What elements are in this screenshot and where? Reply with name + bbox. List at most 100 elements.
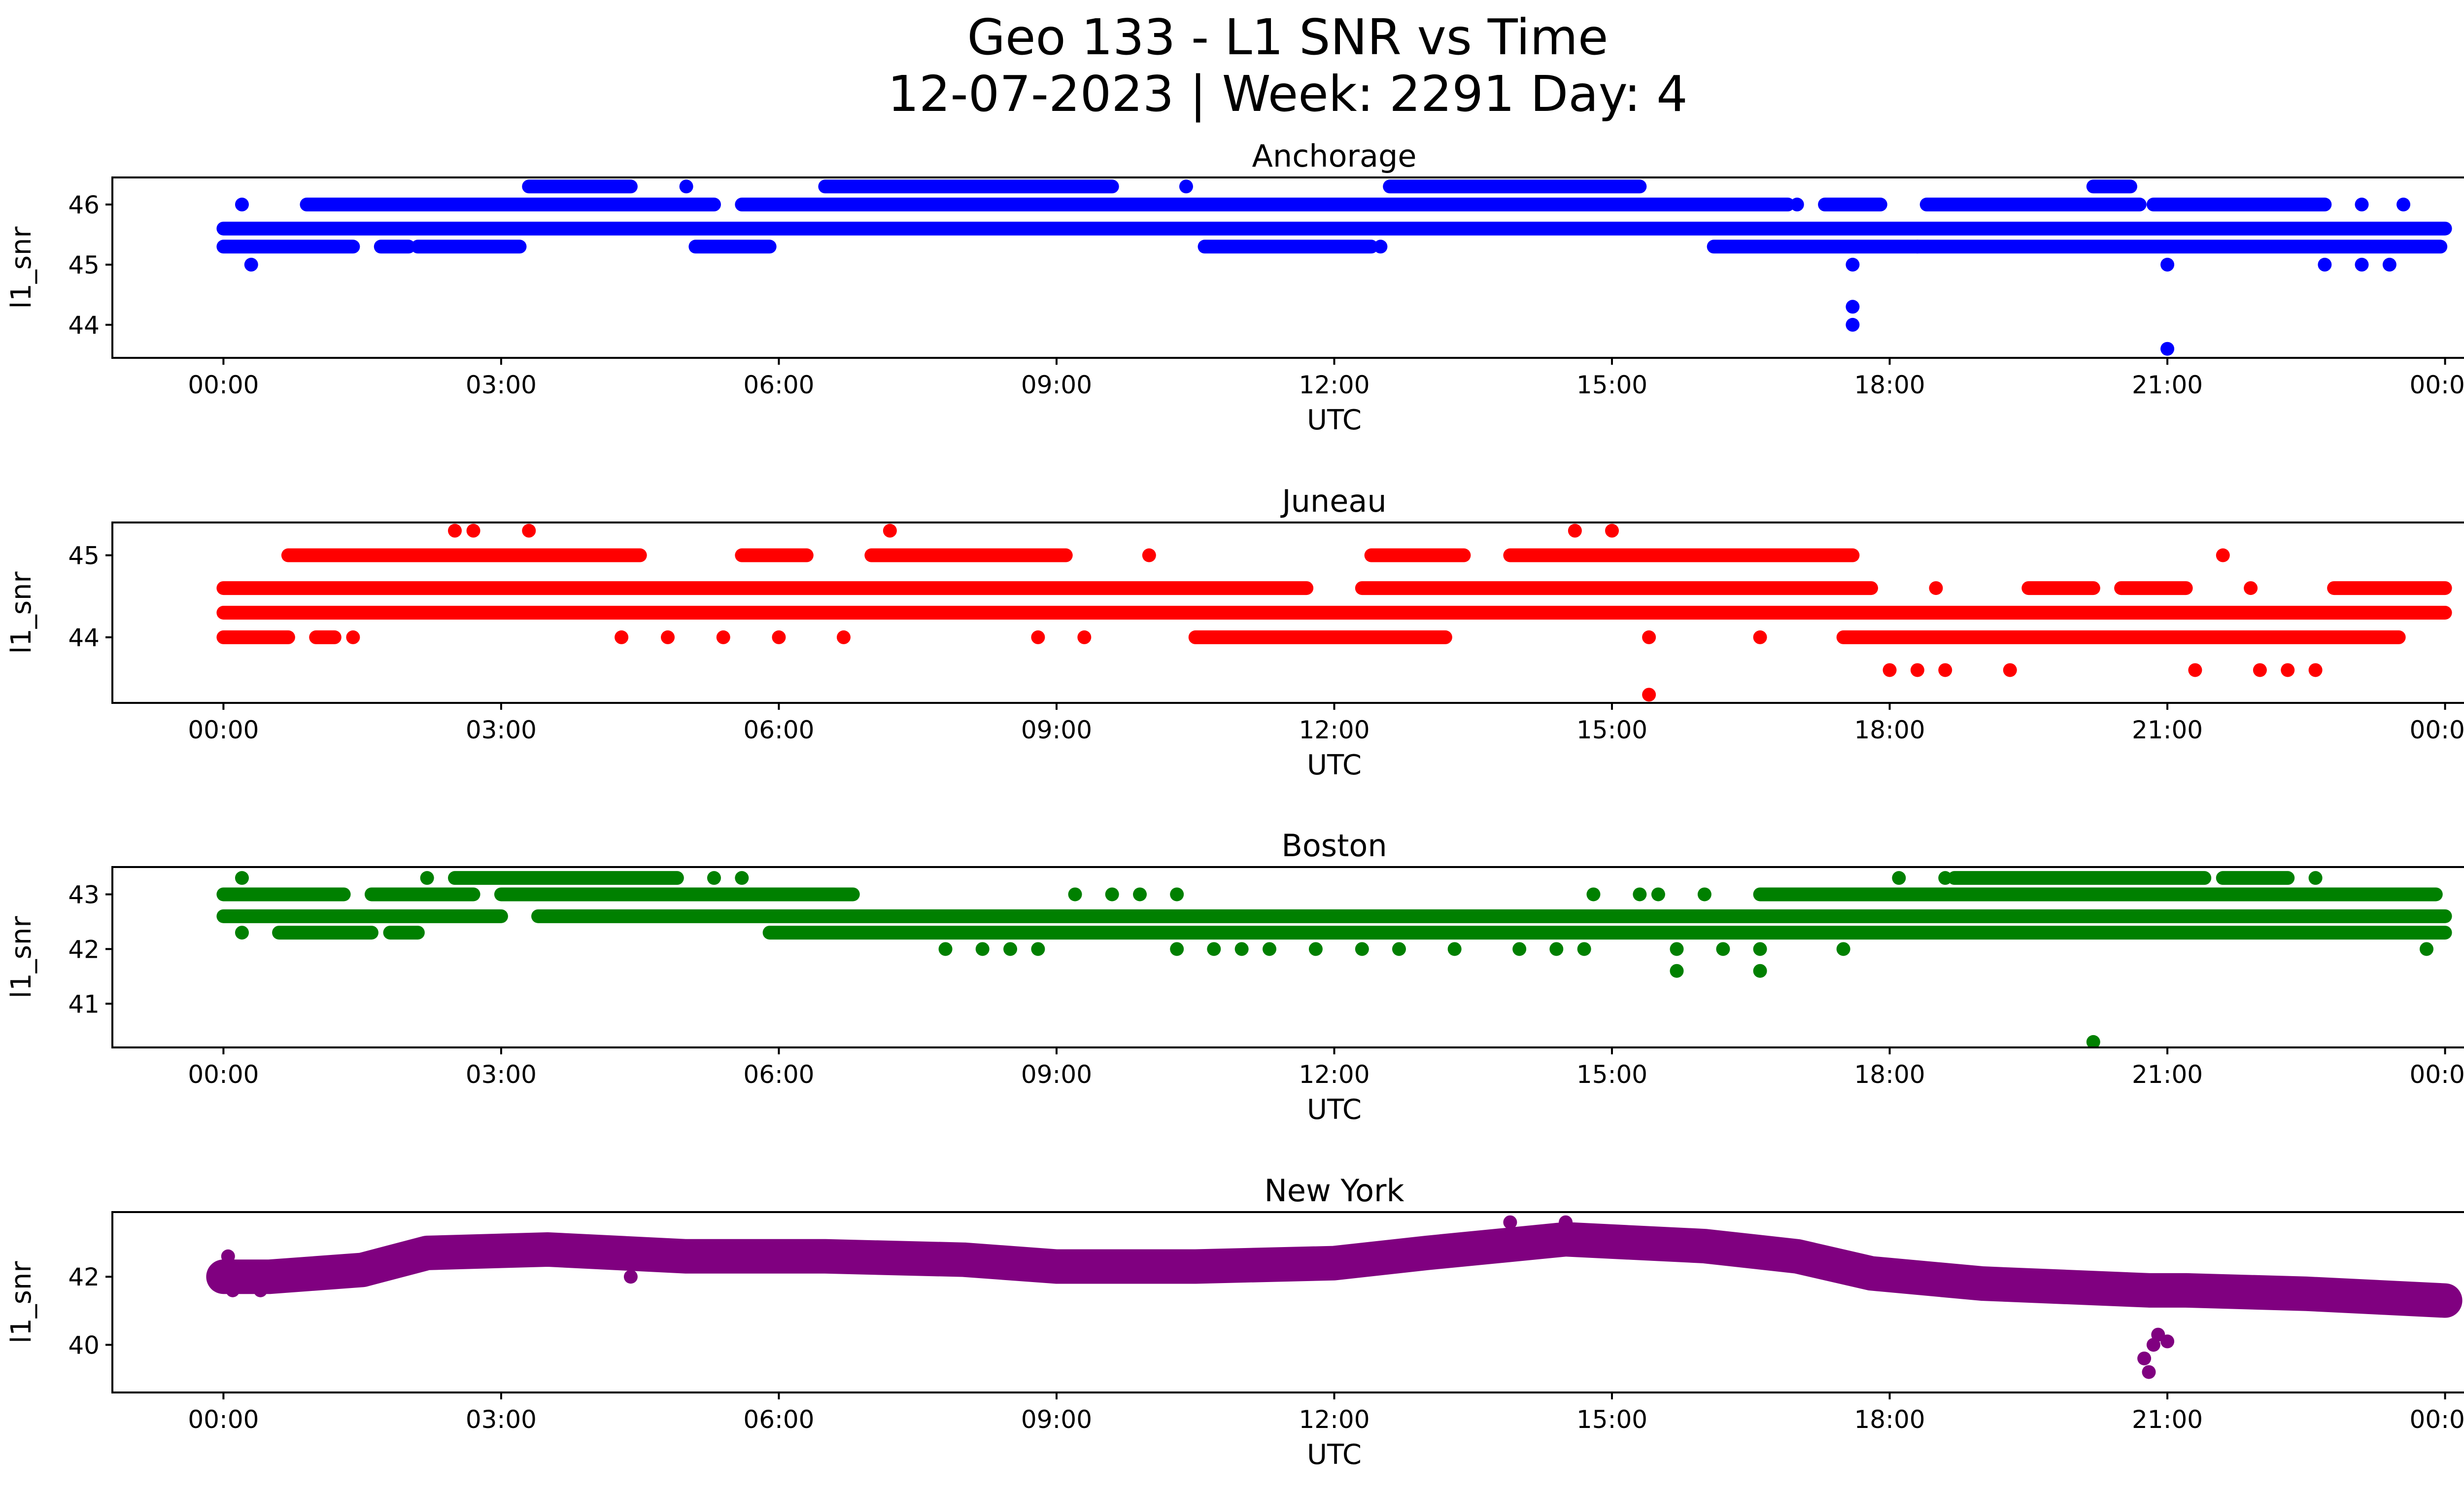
panel-2: Boston 00:00 03:00 06:00 09:00 12:00 15:00 18:0… [5, 828, 2464, 1126]
snr-point-16 [1910, 240, 1924, 254]
snr-point-31 [1670, 942, 1684, 956]
x-tick-label: 00:00 [2410, 371, 2464, 399]
snr-point-21 [1207, 942, 1221, 956]
snr-point-36 [1753, 964, 1767, 978]
figure-title-line-1: Geo 133 - L1 SNR vs Time [967, 8, 1608, 66]
snr-point-2 [522, 523, 536, 538]
snr-trend-band [206, 1222, 2463, 1318]
snr-point-5 [1605, 523, 1619, 538]
snr-point-10 [1133, 887, 1147, 902]
snr-point-33 [1753, 942, 1767, 956]
y-axis-label: l1_snr [5, 1261, 37, 1344]
panel-title: Anchorage [1252, 138, 1416, 174]
snr-point-23 [1263, 942, 1277, 956]
snr-point-5 [1892, 871, 1906, 885]
snr-point-15 [1031, 630, 1045, 644]
snr-point-25 [2281, 663, 2295, 677]
snr-point-11 [226, 1283, 240, 1297]
snr-point-12 [1586, 887, 1601, 902]
x-tick-label: 06:00 [743, 716, 814, 744]
snr-point-13 [1633, 887, 1647, 902]
snr-point-7 [1142, 548, 1156, 562]
snr-point-16 [938, 942, 953, 956]
x-tick-label: 18:00 [1854, 1060, 1925, 1089]
snr-point-18 [1003, 942, 1018, 956]
snr-point-20 [1170, 942, 1184, 956]
snr-point-19 [1031, 942, 1045, 956]
x-axis-label: UTC [1307, 1094, 1362, 1126]
snr-point-6 [1642, 688, 1656, 702]
figure-title-line-2: 12-07-2023 | Week: 2291 Day: 4 [888, 65, 1687, 123]
snr-point-2 [679, 179, 693, 194]
snr-point-4 [1373, 240, 1388, 254]
snr-point-0 [2137, 1351, 2152, 1365]
snr-point-12 [2382, 257, 2396, 272]
x-tick-label: 03:00 [466, 716, 537, 744]
x-tick-label: 21:00 [2132, 1060, 2203, 1089]
snr-point-4 [1568, 523, 1582, 538]
snr-point-18 [1753, 630, 1767, 644]
panel-0-marks [216, 179, 2452, 356]
snr-point-3 [1179, 179, 1193, 194]
panel-0: Anchorage 00:00 03:00 06:00 09:00 12:00 15:00 1… [5, 138, 2464, 436]
snr-point-20 [1910, 663, 1924, 677]
y-axis-label: l1_snr [5, 571, 37, 654]
x-tick-label: 06:00 [743, 371, 814, 399]
snr-point-25 [1355, 942, 1369, 956]
snr-point-3 [883, 523, 897, 538]
x-tick-label: 03:00 [466, 371, 537, 399]
snr-point-21 [1938, 663, 1952, 677]
x-tick-label: 21:00 [2132, 1405, 2203, 1434]
snr-point-16 [1077, 630, 1092, 644]
y-tick-label: 43 [68, 880, 100, 909]
snr-point-7 [2308, 871, 2323, 885]
x-tick-label: 00:00 [2410, 716, 2464, 744]
panel-3: New York 00:00 03:00 06:00 09:00 12:00 15:00 18… [5, 1173, 2464, 1471]
snr-point-0 [448, 523, 462, 538]
x-tick-label: 09:00 [1021, 371, 1092, 399]
snr-point-29 [1549, 942, 1564, 956]
snr-point-4 [735, 871, 749, 885]
y-tick-label: 40 [68, 1331, 100, 1359]
snr-point-11 [2355, 257, 2369, 272]
snr-point-22 [2003, 663, 2017, 677]
x-tick-label: 06:00 [743, 1405, 814, 1434]
x-tick-label: 09:00 [1021, 716, 1092, 744]
snr-point-10 [2318, 257, 2332, 272]
snr-point-8 [2160, 257, 2175, 272]
x-tick-label: 00:00 [188, 371, 259, 399]
snr-point-35 [1670, 964, 1684, 978]
x-tick-label: 15:00 [1576, 1060, 1647, 1089]
snr-point-6 [1938, 871, 1952, 885]
snr-point-1 [2142, 1365, 2156, 1379]
panels-container: Anchorage 00:00 03:00 06:00 09:00 12:00 15:00 1… [5, 138, 2464, 1471]
snr-point-24 [2253, 663, 2267, 677]
panel-1-marks [216, 523, 2452, 702]
snr-point-23 [2188, 663, 2202, 677]
x-tick-label: 18:00 [1854, 1405, 1925, 1434]
x-tick-label: 03:00 [466, 1405, 537, 1434]
x-tick-label: 09:00 [1021, 1405, 1092, 1434]
snr-point-37 [2086, 1035, 2100, 1047]
x-tick-label: 00:00 [188, 1060, 259, 1089]
snr-point-9 [623, 1270, 638, 1284]
snr-point-27 [1447, 942, 1462, 956]
snr-point-12 [253, 1283, 268, 1297]
snr-point-14 [836, 630, 851, 644]
snr-point-1 [235, 197, 249, 211]
y-axis-label: l1_snr [5, 916, 37, 999]
x-tick-label: 00:00 [2410, 1060, 2464, 1089]
snr-point-28 [2244, 581, 2258, 595]
x-tick-label: 18:00 [1854, 371, 1925, 399]
snr-point-10 [221, 1249, 235, 1263]
snr-point-34 [1836, 942, 1850, 956]
snr-point-32 [1716, 942, 1730, 956]
snr-point-11 [1170, 887, 1184, 902]
y-tick-label: 42 [68, 1263, 100, 1291]
snr-point-8 [1068, 887, 1082, 902]
x-tick-label: 03:00 [466, 1060, 537, 1089]
x-tick-label: 15:00 [1576, 371, 1647, 399]
x-tick-label: 15:00 [1576, 1405, 1647, 1434]
y-tick-label: 45 [68, 542, 100, 570]
